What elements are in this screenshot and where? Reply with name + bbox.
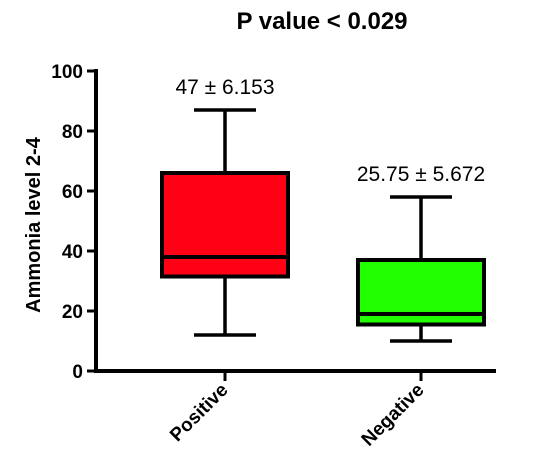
y-tick-label: 20 — [62, 302, 83, 323]
boxes-group: 47 ± 6.153 Positive 25.75 ± 5.672 Negative — [160, 76, 486, 451]
axes: 0 20 40 60 80 100 — [51, 62, 496, 383]
x-category-label: Positive — [166, 380, 232, 446]
y-tick-label: 40 — [62, 242, 83, 263]
x-category-label: Negative — [358, 380, 429, 451]
y-tick-label: 60 — [62, 182, 83, 203]
y-tick-label: 80 — [62, 122, 83, 143]
box-positive: 47 ± 6.153 Positive — [160, 76, 290, 446]
box-annotation: 47 ± 6.153 — [175, 76, 274, 99]
box-annotation: 25.75 ± 5.672 — [357, 163, 485, 186]
box-negative: 25.75 ± 5.672 Negative — [356, 163, 486, 451]
y-tick-label: 0 — [72, 362, 83, 383]
chart-title: P value < 0.029 — [236, 8, 407, 35]
box-iqr — [160, 171, 290, 279]
y-axis-label: Ammonia level 2-4 — [23, 136, 45, 313]
y-tick-label: 100 — [51, 62, 83, 83]
